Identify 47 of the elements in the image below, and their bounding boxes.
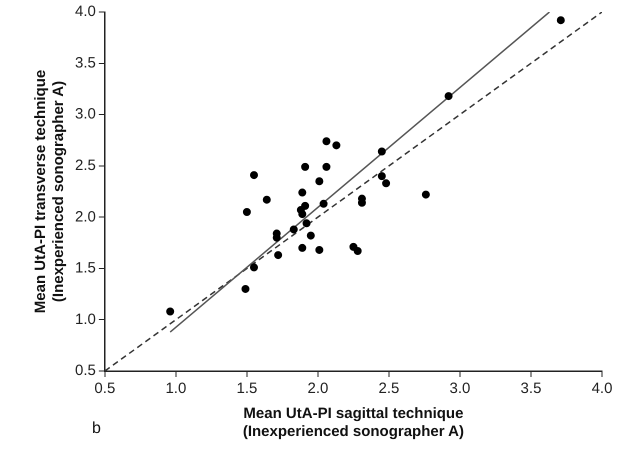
point	[301, 202, 310, 210]
y-tick-label: 3.0	[74, 106, 96, 123]
point	[242, 208, 251, 216]
point	[444, 92, 453, 100]
point	[556, 16, 565, 24]
point	[274, 251, 282, 260]
point	[382, 179, 390, 188]
text: b	[92, 420, 101, 437]
point	[290, 225, 298, 234]
y-tick-label: 0.5	[74, 362, 96, 380]
point	[262, 196, 271, 204]
y-tick-label: 2.5	[74, 157, 96, 174]
x-tick-label: 4.0	[592, 380, 612, 398]
y-tick-label: 3.5	[74, 54, 96, 72]
x-tick-label: 1.5	[236, 380, 258, 398]
point	[298, 244, 306, 252]
point	[332, 141, 340, 150]
point	[315, 177, 324, 186]
point	[378, 147, 386, 156]
x-tick-label: 3.5	[520, 380, 542, 398]
point	[298, 188, 306, 197]
point	[422, 190, 430, 199]
x-tick-label: 2.5	[378, 380, 400, 398]
point	[241, 284, 250, 293]
point	[250, 263, 258, 272]
y-tick-label: 1.0	[74, 310, 96, 328]
point	[315, 246, 324, 254]
point	[250, 171, 258, 180]
x-axis-title: Mean UtA-PI sagittal technique (Inexperienced sonographer A)	[242, 405, 464, 440]
point	[298, 210, 306, 218]
point	[322, 137, 330, 146]
point	[320, 200, 328, 208]
x-tick-label: 2.0	[307, 380, 328, 398]
point	[378, 172, 386, 180]
x-tick-label: 1.0	[165, 380, 186, 398]
point	[301, 162, 310, 171]
point	[354, 246, 362, 255]
point	[322, 162, 330, 171]
y-tick-label: 4.0	[74, 3, 96, 20]
x-tick-label: 0.5	[94, 380, 116, 398]
y-axis-title: Mean UtA-PI transverse technique (Inexperienced sonographer A)	[32, 70, 68, 314]
point	[306, 232, 315, 240]
y-tick-label: 2.0	[74, 208, 96, 226]
point	[166, 308, 174, 316]
x-tick-label: 3.0	[450, 380, 470, 398]
point	[302, 219, 311, 228]
y-tick-label: 1.5	[74, 260, 96, 277]
